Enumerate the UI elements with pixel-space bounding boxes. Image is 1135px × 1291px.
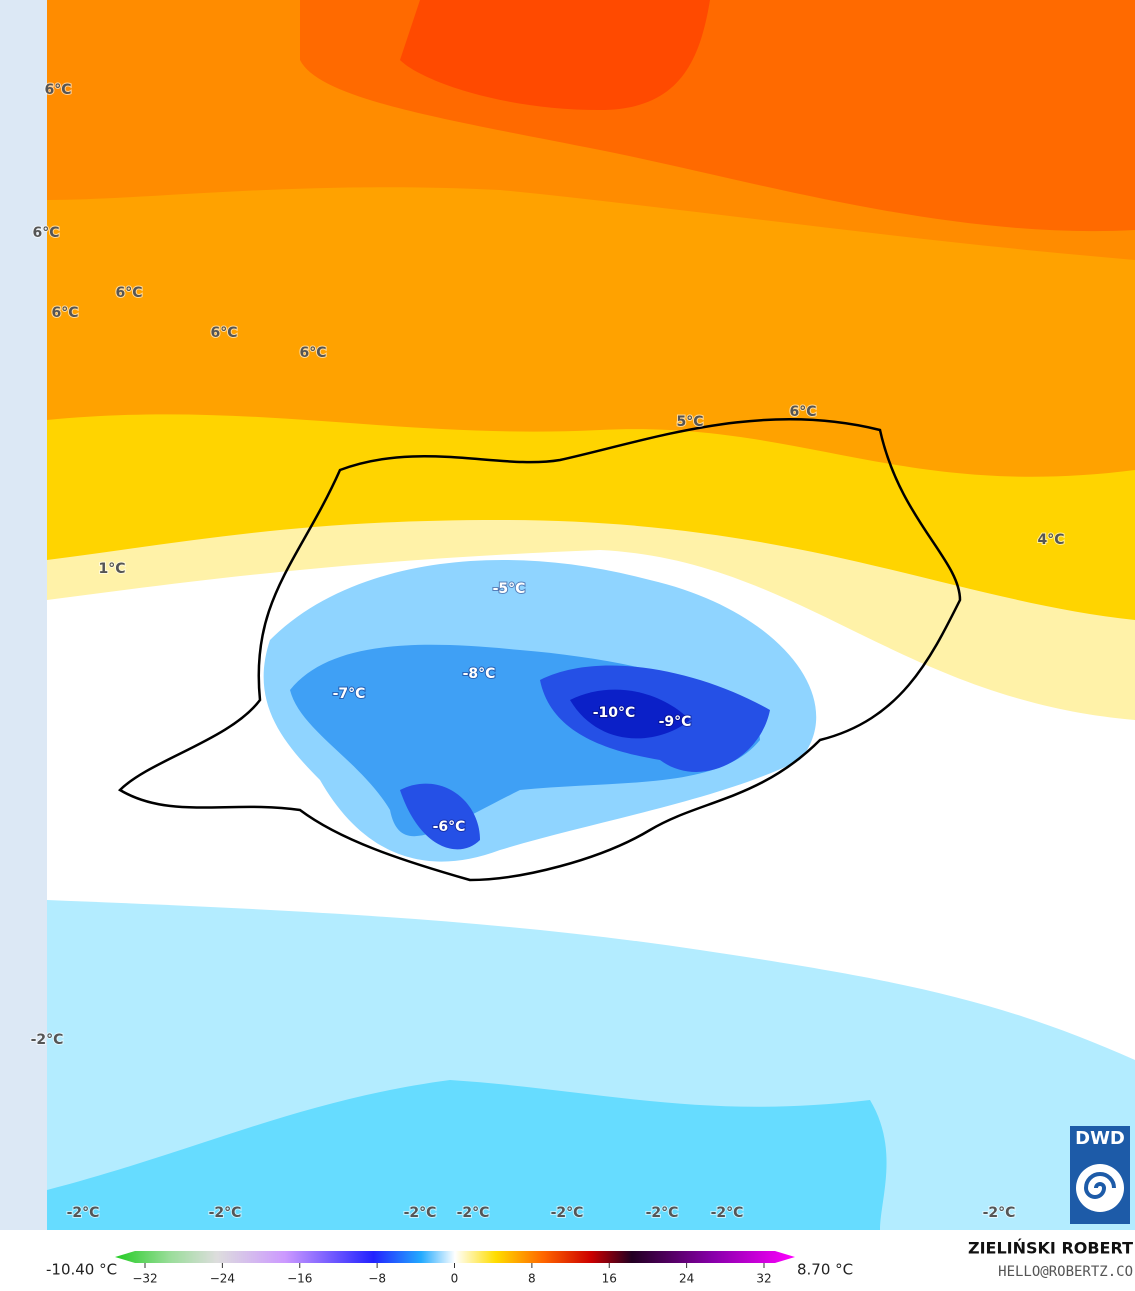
colorbar-tick-label: 24 [679, 1272, 694, 1286]
colorbar-tick-label: 16 [602, 1272, 617, 1286]
temp-label: -9°C [659, 714, 692, 730]
map-field [0, 0, 1135, 1230]
temp-label: 4°C [1037, 532, 1064, 548]
temp-label: -2°C [646, 1205, 679, 1221]
temp-label: 6°C [210, 325, 237, 341]
colorbar-tick-label: −8 [368, 1272, 386, 1286]
temp-label: 6°C [51, 305, 78, 321]
credit-contact: HELLO@ROBERTZ.CO [998, 1264, 1133, 1280]
temp-label: -2°C [551, 1205, 584, 1221]
temp-label: 6°C [32, 225, 59, 241]
temp-label: -2°C [31, 1032, 64, 1048]
temp-label: 6°C [299, 345, 326, 361]
temp-label: -8°C [463, 666, 496, 682]
temp-label: 1°C [98, 561, 125, 577]
temp-label: -5°C [493, 581, 526, 597]
temp-label: -6°C [433, 819, 466, 835]
colorbar-tick-label: 32 [756, 1272, 771, 1286]
contour-labels: 6°C 6°C 6°C 6°C 6°C 6°C 5°C 6°C 4°C 1°C -5°C -8°C -7… [30, 81, 1066, 1222]
temp-label: -2°C [67, 1205, 100, 1221]
dwd-logo: DWD [1070, 1126, 1130, 1224]
colorbar-tick-label: 0 [451, 1272, 459, 1286]
logo-text: DWD [1075, 1128, 1125, 1149]
colorbar-tick-label: −24 [210, 1272, 235, 1286]
temp-label: -2°C [209, 1205, 242, 1221]
temp-label: 6°C [115, 285, 142, 301]
temp-label: 5°C [676, 414, 703, 430]
colorbar-scale [115, 1251, 795, 1263]
temp-label: -2°C [983, 1205, 1016, 1221]
temp-label: 6°C [44, 82, 71, 98]
temp-label: -2°C [404, 1205, 437, 1221]
temp-label: -2°C [711, 1205, 744, 1221]
colorbar-tick-label: 8 [528, 1272, 536, 1286]
colorbar: -10.40 °C 8.70 °C −32 −24 −16 −8 0 8 16 24 32 [46, 1251, 853, 1286]
min-label: -10.40 °C [46, 1261, 117, 1279]
colorbar-tick-label: −16 [287, 1272, 312, 1286]
temp-label: -7°C [333, 686, 366, 702]
temp-label: 6°C [789, 404, 816, 420]
colorbar-tick-label: −32 [132, 1272, 157, 1286]
temp-label: -10°C [593, 705, 636, 721]
max-label: 8.70 °C [797, 1261, 853, 1279]
credit-author: ZIELIŃSKI ROBERT [968, 1239, 1133, 1258]
temp-label: -2°C [457, 1205, 490, 1221]
